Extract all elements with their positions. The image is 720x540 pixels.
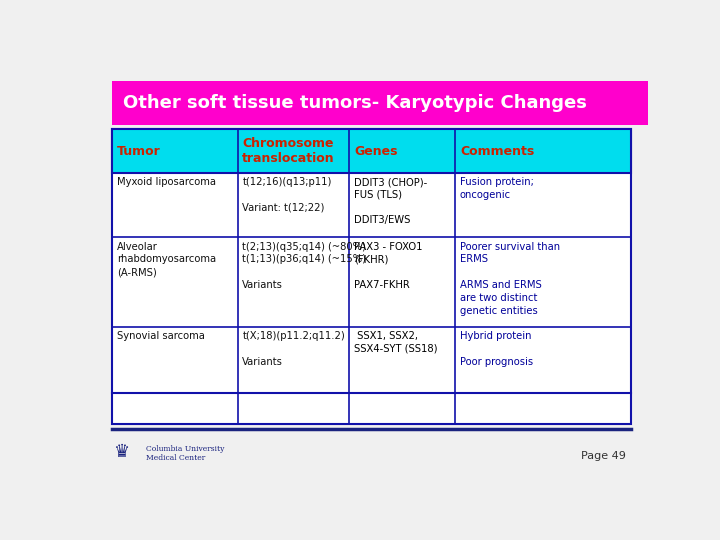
Text: Genes: Genes: [354, 145, 397, 158]
Text: Poorer survival than
ERMS

ARMS and ERMS
are two distinct
genetic entities: Poorer survival than ERMS ARMS and ERMS …: [460, 241, 560, 315]
Text: t(2;13)(q35;q14) (~80%)
t(1;13)(p36;q14) (~15%)

Variants: t(2;13)(q35;q14) (~80%) t(1;13)(p36;q14)…: [243, 241, 366, 290]
Text: Other soft tissue tumors- Karyotypic Changes: Other soft tissue tumors- Karyotypic Cha…: [124, 94, 588, 112]
Text: Tumor: Tumor: [117, 145, 161, 158]
Text: t(X;18)(p11.2;q11.2)

Variants: t(X;18)(p11.2;q11.2) Variants: [243, 331, 345, 367]
Text: t(12;16)(q13;p11)

Variant: t(12;22): t(12;16)(q13;p11) Variant: t(12;22): [243, 177, 332, 213]
FancyBboxPatch shape: [112, 82, 648, 125]
Text: DDIT3 (CHOP)-
FUS (TLS)

DDIT3/EWS: DDIT3 (CHOP)- FUS (TLS) DDIT3/EWS: [354, 177, 427, 226]
Text: SSX1, SSX2,
SSX4-SYT (SS18): SSX1, SSX2, SSX4-SYT (SS18): [354, 331, 438, 354]
Text: Page 49: Page 49: [581, 451, 626, 461]
Text: Hybrid protein

Poor prognosis: Hybrid protein Poor prognosis: [460, 331, 533, 367]
FancyBboxPatch shape: [112, 129, 631, 173]
Text: PAX3 - FOXO1
(FKHR)

PAX7-FKHR: PAX3 - FOXO1 (FKHR) PAX7-FKHR: [354, 241, 423, 290]
Text: Comments: Comments: [460, 145, 534, 158]
Text: Fusion protein;
oncogenic: Fusion protein; oncogenic: [460, 177, 534, 200]
Text: ♛: ♛: [112, 443, 129, 461]
Text: Chromosome
translocation: Chromosome translocation: [243, 137, 335, 165]
Text: Myxoid liposarcoma: Myxoid liposarcoma: [117, 177, 216, 187]
Text: Synovial sarcoma: Synovial sarcoma: [117, 331, 204, 341]
Text: Medical Center: Medical Center: [145, 454, 205, 462]
Text: Columbia University: Columbia University: [145, 446, 224, 454]
FancyBboxPatch shape: [112, 129, 631, 424]
Text: Alveolar
rhabdomyosarcoma
(A-RMS): Alveolar rhabdomyosarcoma (A-RMS): [117, 241, 216, 277]
